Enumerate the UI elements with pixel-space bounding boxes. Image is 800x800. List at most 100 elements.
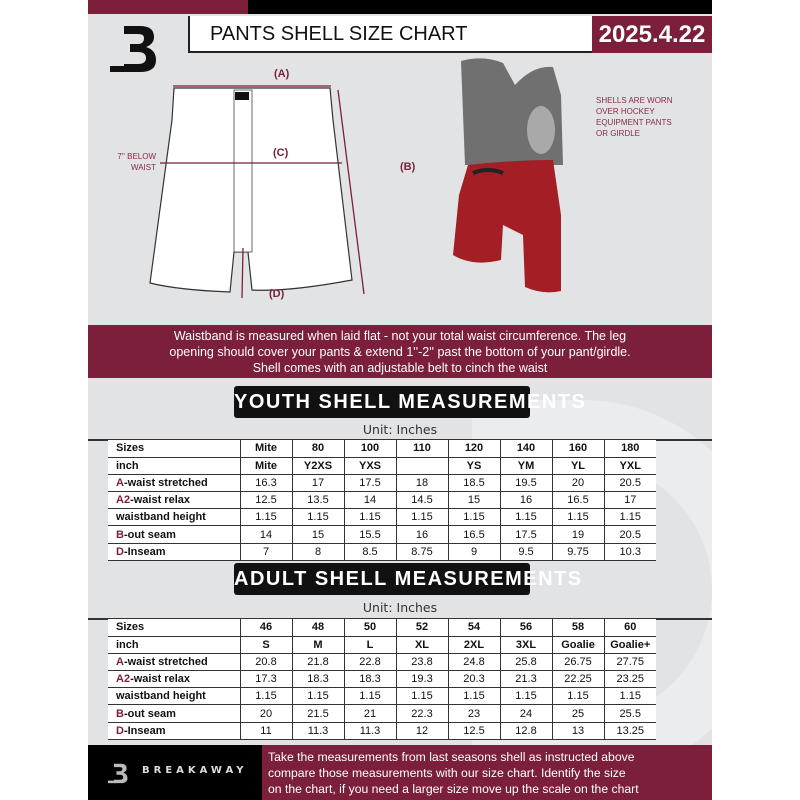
table-cell: 18 [395,474,448,493]
table-cell: 18.5 [447,474,500,493]
row-label: A2-waist relax [108,670,240,689]
table-cell: 100 [343,440,396,458]
table-cell: 1.15 [239,508,292,527]
table-cell: 8.75 [395,543,448,561]
table-cell: 14 [343,491,396,510]
table-cell: 12 [395,722,448,740]
table-cell: 17.5 [499,525,552,544]
table-cell: 1.15 [343,508,396,527]
table-cell: 22.3 [395,704,448,723]
table-cell: YS [447,457,500,475]
table-cell: 17 [291,474,344,493]
measure-label: -out seam [123,528,176,541]
table-row: Sizes 46 48 50 52 54 56 58 60 [108,619,656,637]
measure-key: B [116,528,124,541]
banner-line: Waistband is measured when laid flat - n… [173,329,627,343]
table-cell: 52 [395,619,448,637]
measure-key: A [116,476,124,489]
table-cell: 14.5 [395,491,448,510]
table-cell: 1.15 [395,508,448,527]
measure-label: -waist stretched [123,476,208,489]
table-cell: 20.8 [239,653,292,672]
banner-line: opening should cover your pants & extend… [169,345,631,359]
breakaway-logo-icon [108,763,128,784]
measure-label: inch [116,638,139,651]
table-cell: 1.15 [447,508,500,527]
table-cell: 18.3 [343,670,396,689]
table-cell: S [239,636,292,654]
table-cell: 15 [447,491,500,510]
table-cell: 1.15 [291,687,344,706]
table-cell: 10.3 [603,543,656,561]
table-cell: 24.8 [447,653,500,672]
row-label: A-waist stretched [108,653,240,672]
table-cell [395,457,448,475]
table-row: A-waist stretched 20.8 21.8 22.8 23.8 24.8 25.… [108,653,656,672]
table-cell: 19 [551,525,604,544]
footer-line: on the chart, if you need a larger size … [268,782,639,796]
table-cell: 50 [343,619,396,637]
table-cell: 27.75 [603,653,656,672]
table-cell: 8.5 [343,543,396,561]
table-cell: 15.5 [343,525,396,544]
table-cell: 12.5 [447,722,500,740]
table-cell: 13 [551,722,604,740]
measurement-banner: Waistband is measured when laid flat - n… [88,325,712,378]
measure-label: -waist stretched [123,655,208,668]
measure-label: inch [116,459,139,472]
table-cell: 23.25 [603,670,656,689]
table-row: D-Inseam 7 8 8.5 8.75 9 9.5 9.75 10.3 [108,543,656,561]
table-row: Sizes Mite 80 100 110 120 140 160 180 [108,440,656,458]
table-cell: 19.5 [499,474,552,493]
note-line: SHELLS ARE WORN [596,96,673,105]
table-cell: 9 [447,543,500,561]
table-cell: 1.15 [551,687,604,706]
measure-label: -Inseam [123,724,166,737]
table-cell: 1.15 [603,508,656,527]
table-cell: 16 [395,525,448,544]
table-cell: Mite [239,457,292,475]
below-waist-note: 7'' BELOW [117,152,156,161]
row-label: inch [108,457,240,475]
table-cell: 25.5 [603,704,656,723]
measure-label: waistband height [116,690,206,703]
row-label: D-Inseam [108,722,240,740]
table-cell: 1.15 [291,508,344,527]
label-a: (A) [274,68,290,80]
row-label: B-out seam [108,525,240,544]
table-cell: 17.3 [239,670,292,689]
table-cell: 7 [239,543,292,561]
table-cell: 8 [291,543,344,561]
table-cell: 25.8 [499,653,552,672]
below-waist-note-2: WAIST [130,163,156,172]
table-row: A2-waist relax 12.5 13.5 14 14.5 15 16 16.5 17 [108,491,656,510]
label-c: (C) [273,147,289,159]
row-label: Sizes [108,619,240,637]
table-cell: 48 [291,619,344,637]
measure-label: Sizes [116,442,145,455]
banner-line: Shell comes with an adjustable belt to c… [252,361,548,375]
table-cell: 13.5 [291,491,344,510]
measure-label: -waist relax [130,673,190,686]
label-b: (B) [400,161,416,173]
table-cell: 11 [239,722,292,740]
table-cell: 1.15 [447,687,500,706]
table-cell: 11.3 [291,722,344,740]
table-cell: 18.3 [291,670,344,689]
measure-label: -waist relax [130,494,190,507]
table-row: waistband height 1.15 1.15 1.15 1.15 1.15 1.15… [108,687,656,706]
measure-key: A [116,655,124,668]
note-line: EQUIPMENT PANTS [596,118,672,127]
shell-note: SHELLS ARE WORN OVER HOCKEY EQUIPMENT PA… [596,95,672,139]
table-cell: 17 [603,491,656,510]
row-label: A2-waist relax [108,491,240,510]
table-cell: 1.15 [551,508,604,527]
measure-label: -Inseam [123,545,166,558]
table-cell: 19.3 [395,670,448,689]
divider [88,618,712,620]
top-bar-accent [88,0,248,14]
row-label: waistband height [108,508,240,527]
breakaway-logo-icon [110,26,156,72]
table-cell: 20.3 [447,670,500,689]
table-cell: 9.75 [551,543,604,561]
